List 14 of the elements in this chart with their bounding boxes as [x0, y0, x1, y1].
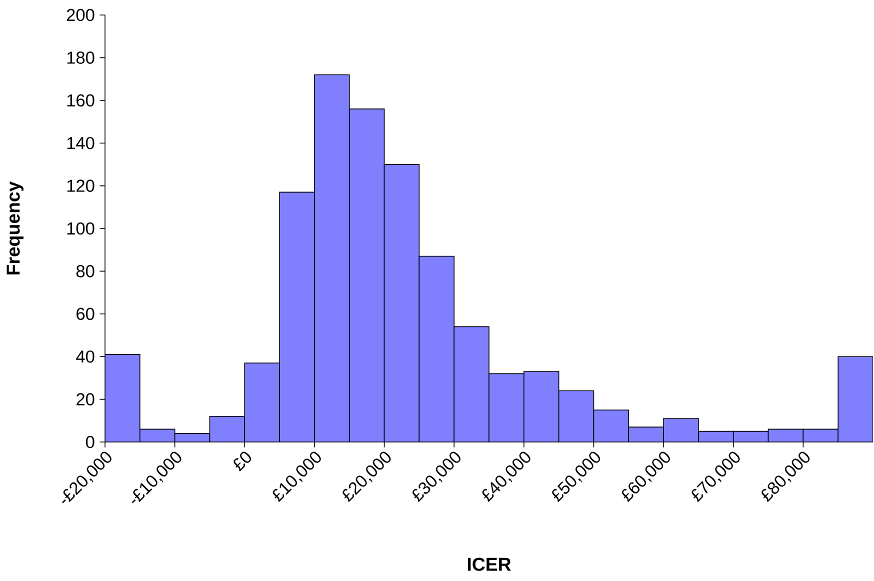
y-tick-label: 40 — [76, 350, 94, 363]
y-tick-label: 20 — [76, 393, 94, 406]
y-tick-label: 0 — [86, 436, 94, 448]
y-tick-label: 140 — [67, 136, 94, 150]
y-tick-label: 180 — [67, 52, 94, 64]
y-axis-title: Frequency — [6, 181, 24, 274]
y-tick-label: 160 — [67, 94, 94, 107]
y-tick-label: 120 — [67, 180, 94, 192]
x-axis-title: ICER — [468, 558, 511, 571]
y-tick-label: 100 — [67, 222, 94, 235]
x-tick-label: £0 — [234, 452, 252, 472]
y-tick-label: 60 — [76, 308, 94, 320]
y-tick-label: 80 — [76, 265, 94, 278]
y-tick-label: 200 — [66, 8, 94, 22]
